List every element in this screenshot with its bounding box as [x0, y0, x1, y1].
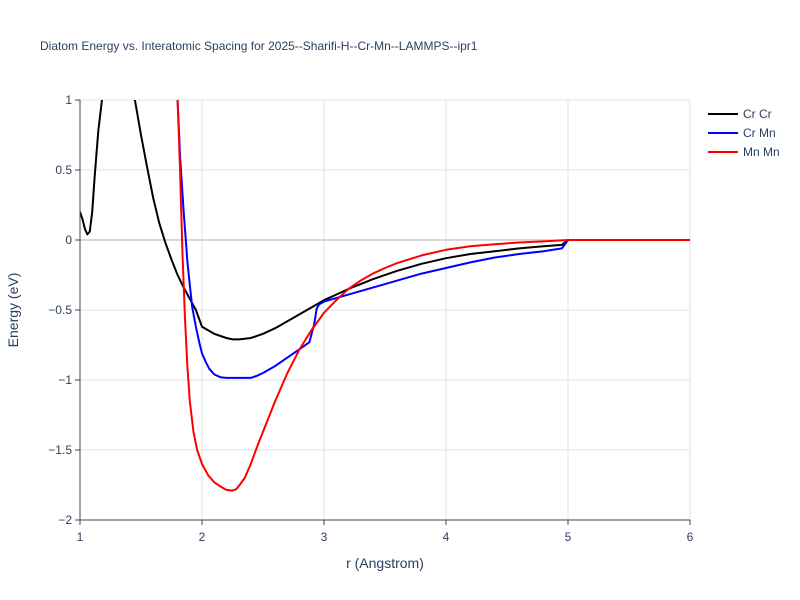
- y-axis-title: Energy (eV): [5, 273, 21, 348]
- x-tick-label: 1: [77, 530, 84, 544]
- series-line-mn-mn: [176, 100, 690, 492]
- x-tick-label: 4: [443, 530, 450, 544]
- x-tick-label: 2: [199, 530, 206, 544]
- legend-label-mn-mn: Mn Mn: [743, 145, 780, 159]
- y-tick-label: −0.5: [48, 303, 72, 317]
- x-axis-title: r (Angstrom): [346, 555, 424, 571]
- x-tick-label: 6: [687, 530, 694, 544]
- series-line-cr-mn: [176, 100, 690, 379]
- y-tick-label: 0.5: [55, 163, 72, 177]
- y-tick-label: 1: [65, 93, 72, 107]
- series-group: [80, 100, 690, 492]
- y-tick-label: 0: [65, 233, 72, 247]
- x-tick-label: 5: [565, 530, 572, 544]
- chart-title: Diatom Energy vs. Interatomic Spacing fo…: [40, 39, 478, 53]
- series-line-cr-cr: [80, 100, 690, 341]
- y-tick-label: −1.5: [48, 443, 72, 457]
- axes: 1 2 3 4 5 6 1 0.5 0 −0.5 −1 −1.5 −2: [48, 93, 693, 544]
- x-tick-label: 3: [321, 530, 328, 544]
- legend-label-cr-mn: Cr Mn: [743, 126, 776, 140]
- grid: [80, 99, 691, 520]
- legend: Cr Cr Cr Mn Mn Mn: [708, 107, 780, 159]
- legend-label-cr-cr: Cr Cr: [743, 107, 772, 121]
- y-tick-label: −2: [58, 513, 72, 527]
- y-tick-label: −1: [58, 373, 72, 387]
